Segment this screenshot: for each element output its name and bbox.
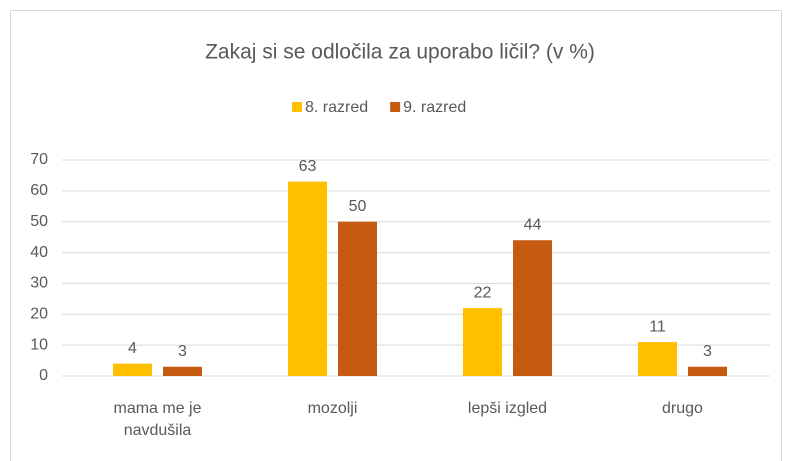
y-tick-label: 0 xyxy=(39,367,48,384)
bar xyxy=(163,366,202,376)
data-label: 3 xyxy=(703,343,712,360)
legend-swatch xyxy=(292,102,302,112)
chart-border xyxy=(10,10,782,461)
y-tick-label: 40 xyxy=(30,244,48,261)
data-label: 22 xyxy=(474,284,492,301)
bar xyxy=(463,308,502,376)
x-tick-label: drugo xyxy=(662,400,703,417)
data-label: 11 xyxy=(649,318,666,335)
chart-title: Zakaj si se odločila za uporabo ličil? (… xyxy=(205,41,595,64)
data-label: 50 xyxy=(349,198,367,215)
legend-swatch xyxy=(390,102,401,112)
y-tick-label: 60 xyxy=(30,182,48,199)
legend-label: 9. razred xyxy=(403,99,466,116)
y-tick-label: 10 xyxy=(30,336,48,353)
x-tick-label: mozolji xyxy=(307,400,358,417)
bar xyxy=(288,181,327,376)
bar xyxy=(338,221,377,376)
y-tick-label: 20 xyxy=(30,306,48,323)
data-label: 63 xyxy=(299,158,317,175)
y-tick-label: 50 xyxy=(30,213,48,230)
y-tick-label: 30 xyxy=(30,275,48,292)
data-label: 4 xyxy=(128,340,137,357)
data-label: 44 xyxy=(524,216,542,233)
x-tick-label: mama me je navdušila xyxy=(113,400,202,439)
bar xyxy=(638,342,677,376)
bar xyxy=(513,240,552,376)
bar xyxy=(113,363,152,376)
y-tick-label: 70 xyxy=(30,151,48,168)
bar xyxy=(688,366,727,376)
data-label: 3 xyxy=(178,343,187,360)
x-tick-label: lepši izgled xyxy=(467,400,548,417)
legend-label: 8. razred xyxy=(305,99,368,116)
